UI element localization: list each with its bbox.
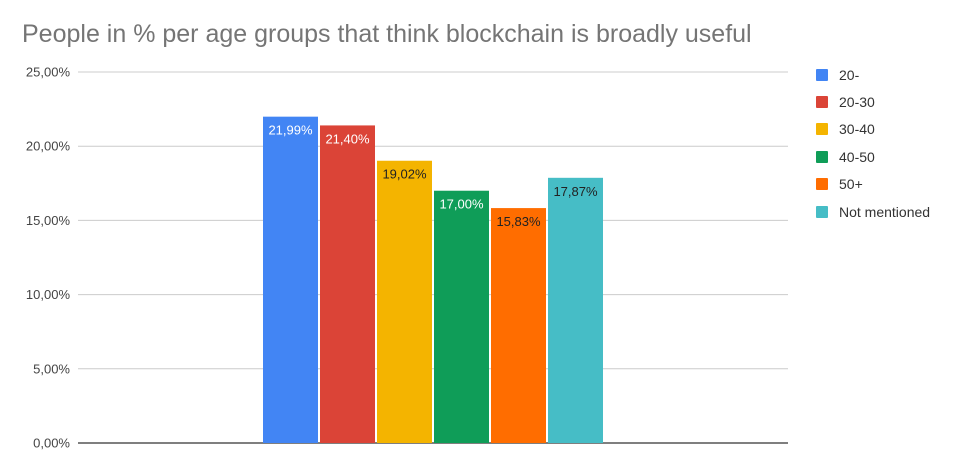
y-tick-label: 5,00%	[33, 361, 70, 376]
legend-label: 30-40	[839, 121, 875, 138]
bar-not-mentioned	[548, 177, 603, 443]
data-labels: 21,99% 21,40% 19,02% 17,00% 15,83% 17,87%	[268, 123, 598, 229]
legend-label: 40-50	[839, 148, 875, 165]
bar-20-30	[320, 125, 375, 443]
bars	[263, 116, 603, 444]
bar-data-label: 19,02%	[382, 167, 427, 182]
legend-swatch	[816, 68, 828, 81]
gridlines	[78, 71, 788, 444]
legend-label: Not mentioned	[839, 203, 931, 220]
bar-data-label: 17,87%	[553, 184, 598, 199]
legend-item: 50+	[816, 171, 930, 198]
y-tick-label: 25,00%	[26, 65, 71, 80]
legend-item: Not mentioned	[816, 198, 930, 225]
legend-label: 20-30	[839, 94, 875, 111]
legend-item: 30-40	[816, 116, 930, 143]
y-tick-label: 20,00%	[26, 139, 71, 154]
legend-swatch	[816, 205, 828, 218]
bar-30-40	[377, 160, 432, 443]
bar-data-label: 21,40%	[325, 131, 370, 146]
legend-swatch	[816, 123, 828, 136]
legend-swatch	[816, 178, 828, 191]
legend-label: 20-	[839, 66, 860, 83]
legend-item: 20-	[816, 61, 930, 88]
y-tick-label: 0,00%	[33, 436, 70, 451]
legend-swatch	[816, 150, 828, 163]
y-tick-label: 15,00%	[26, 213, 71, 228]
legend-item: 40-50	[816, 143, 930, 170]
bar-40-50	[434, 190, 489, 443]
bar-data-label: 17,00%	[439, 197, 484, 212]
legend-item: 20-30	[816, 88, 930, 115]
legend-swatch	[816, 96, 828, 109]
y-tick-label: 10,00%	[26, 287, 71, 302]
chart-title: People in % per age groups that think bl…	[22, 20, 752, 48]
y-axis-ticks: 0,00% 5,00% 10,00% 15,00% 20,00% 25,00%	[26, 65, 71, 451]
bar-data-label: 21,99%	[268, 123, 313, 138]
bar-20	[263, 116, 318, 444]
legend: 20- 20-30 30-40 40-50 50+ Not mentioned	[816, 61, 930, 225]
legend-label: 50+	[839, 176, 863, 193]
bar-50	[491, 208, 546, 443]
bar-data-label: 15,83%	[496, 214, 541, 229]
